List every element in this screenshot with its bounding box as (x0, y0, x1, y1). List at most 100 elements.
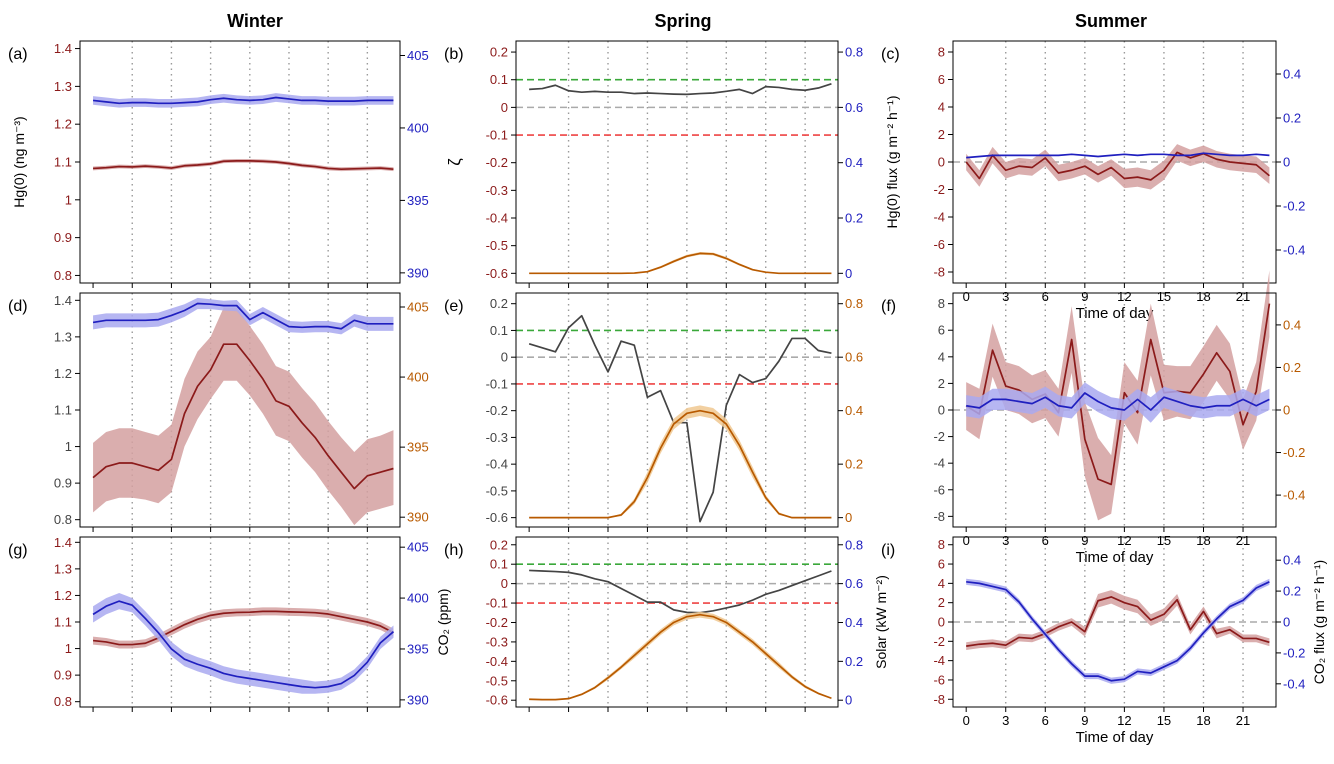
y-tick-label-3: 1.1 (54, 403, 72, 418)
panel-d: 0.8 0.9 1 1.1 1.2 1.3 1.4 390 395 400 405 (d) (8, 292, 429, 532)
x-tick-label-1: 3 (1002, 533, 1009, 548)
y-tick-label-8: -0.6 (486, 266, 508, 281)
panel-b: 0.2 0.1 0 -0.1 -0.2 -0.3 -0.4 -0.5 -0.6 0 0.2 0.4 0.… (444, 40, 863, 288)
y2-axis-label: Solar (kW m⁻²) (873, 575, 889, 669)
y2-tick-label-4: 0.8 (845, 45, 863, 60)
y-tick-label-0: 0.2 (490, 45, 508, 60)
x-tick-label-0: 0 (963, 533, 970, 548)
series-line-0 (966, 596, 1270, 647)
y2-tick-label-0: 0.4 (1283, 317, 1301, 332)
y2-tick-label-3: 405 (407, 300, 429, 315)
y2-tick-label-1: 395 (407, 193, 429, 208)
y-tick-label-4: 0 (938, 615, 945, 630)
y-tick-label-3: -0.1 (486, 596, 508, 611)
y2-tick-label-2: 0 (1283, 615, 1290, 630)
series-band-1 (966, 382, 1270, 423)
series-line-1 (529, 613, 832, 701)
y-tick-label-8: -8 (933, 265, 945, 280)
x-tick-label-0: 0 (963, 289, 970, 304)
x-tick-label-4: 12 (1117, 289, 1131, 304)
y-tick-label-2: 1 (65, 641, 72, 656)
y-tick-label-0: 8 (938, 537, 945, 552)
y-tick-label-4: -0.2 (486, 403, 508, 418)
y2-tick-label-4: -0.4 (1283, 676, 1305, 691)
series-band-0 (93, 307, 394, 526)
y2-tick-label-2: 0 (1283, 403, 1290, 418)
series-band-1 (966, 578, 1270, 684)
series-line-0 (529, 83, 832, 96)
y-tick-label-6: -4 (933, 456, 945, 471)
y2-tick-label-0: 390 (407, 265, 429, 280)
y2-tick-label-1: 0.2 (1283, 111, 1301, 126)
y-tick-label-0: 0.8 (54, 694, 72, 709)
x-tick-label-3: 9 (1081, 713, 1088, 728)
y-tick-label-4: -0.2 (486, 615, 508, 630)
y2-tick-label-0: 0 (845, 693, 852, 708)
y-tick-label-4: 1.2 (54, 366, 72, 381)
x-tick-label-1: 3 (1002, 713, 1009, 728)
y-axis-label: Hg(0) flux (g m⁻² h⁻¹) (884, 95, 900, 228)
series-line-0 (93, 160, 394, 171)
y2-tick-label-2: 400 (407, 120, 429, 135)
panels: 0.80.911.11.21.31.4390395400405(a)Hg(0) … (8, 40, 1327, 746)
y-tick-label-1: 0.1 (490, 72, 508, 87)
series-line-1 (966, 580, 1270, 682)
panel-a: 0.8 0.9 1 1.1 1.2 1.3 1.4 390 395 400 405 (a) Hg(0) … (8, 40, 429, 288)
x-tick-label-5: 15 (1157, 713, 1171, 728)
y2-tick-label-2: 0.4 (845, 155, 863, 170)
y2-axis-label: CO₂ (ppm) (435, 589, 451, 656)
y-tick-label-2: 4 (938, 576, 945, 591)
y-tick-label-3: 2 (938, 595, 945, 610)
y-axis-label: Hg(0) (ng m⁻³) (11, 116, 27, 207)
panel-c: 8 6 4 2 0 -2 -4 -6 -8 0.4 0.2 0 -0.2 -0.4 0 3 6 9 12 15 18 21… (881, 40, 1305, 322)
y2-tick-label-2: 0.4 (845, 403, 863, 418)
y2-tick-label-2: 0 (1283, 155, 1290, 170)
y-tick-label-8: -8 (933, 509, 945, 524)
y2-tick-label-1: 0.2 (1283, 584, 1301, 599)
y2-tick-label-0: 0.4 (1283, 553, 1301, 568)
y-tick-label-5: -2 (933, 429, 945, 444)
series-line-1 (529, 409, 832, 519)
y2-tick-label-3: 405 (407, 48, 429, 63)
y-tick-label-4: 1.2 (54, 588, 72, 603)
y-tick-label-0: 8 (938, 45, 945, 60)
y-tick-label-5: 1.3 (54, 329, 72, 344)
y-tick-label-3: 2 (938, 376, 945, 391)
y-tick-label-6: -0.4 (486, 211, 508, 226)
x-tick-label-1: 3 (1002, 289, 1009, 304)
x-tick-label-3: 9 (1081, 289, 1088, 304)
y2-tick-label-1: 0.2 (845, 211, 863, 226)
y-tick-label-0: 8 (938, 296, 945, 311)
y-tick-label-1: 0.1 (490, 323, 508, 338)
series-line-0 (965, 303, 1271, 486)
y-tick-label-4: 1.2 (54, 117, 72, 132)
y-tick-label-1: 0.9 (54, 476, 72, 491)
y-tick-label-3: 1.1 (54, 615, 72, 630)
y-tick-label-1: 6 (938, 323, 945, 338)
y2-tick-label-0: 0.4 (1283, 67, 1301, 82)
y-tick-label-1: 6 (938, 557, 945, 572)
x-tick-label-4: 12 (1117, 533, 1131, 548)
series-line-1 (92, 96, 394, 105)
y-tick-label-3: 2 (938, 127, 945, 142)
y-tick-label-4: -0.2 (486, 155, 508, 170)
y-tick-label-5: -2 (933, 182, 945, 197)
series-line-0 (92, 610, 394, 646)
y2-tick-label-3: 0.6 (845, 576, 863, 591)
y2-tick-label-0: 0 (845, 266, 852, 281)
y-tick-label-6: -4 (933, 210, 945, 225)
y-tick-label-3: 1.1 (54, 155, 72, 170)
y-tick-label-0: 0.8 (54, 512, 72, 527)
panel-label: (a) (8, 46, 28, 63)
panel-label: (h) (444, 542, 464, 559)
y-tick-label-8: -8 (933, 692, 945, 707)
x-tick-label-2: 6 (1042, 533, 1049, 548)
column-title-winter: Winter (227, 11, 283, 31)
y-tick-label-2: 4 (938, 349, 945, 364)
y-tick-label-7: -6 (933, 482, 945, 497)
y-tick-label-0: 0.8 (54, 268, 72, 283)
y2-tick-label-3: 0.6 (845, 100, 863, 115)
panel-label: (c) (881, 46, 900, 63)
y2-tick-label-3: -0.2 (1283, 645, 1305, 660)
series-line-1 (966, 152, 1270, 159)
